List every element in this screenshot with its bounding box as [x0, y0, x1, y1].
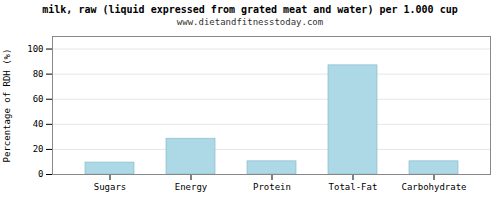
html-text:www.dietandfitnesstoday.com: www.dietandfitnesstoday.com — [176, 17, 324, 27]
svg-text:Sugars: Sugars — [94, 182, 127, 192]
svg-text:100: 100 — [27, 44, 43, 54]
html-text:milk, raw (liquid expressed fr: milk, raw (liquid expressed from grated … — [42, 4, 458, 15]
svg-text:Carbohydrate: Carbohydrate — [401, 182, 466, 192]
svg-text:80: 80 — [33, 69, 44, 79]
svg-text:60: 60 — [33, 94, 44, 104]
svg-text:Percentage of RDH (%): Percentage of RDH (%) — [2, 49, 12, 163]
svg-text:20: 20 — [33, 144, 44, 154]
svg-text:Total-Fat: Total-Fat — [329, 182, 378, 192]
svg-text:Energy: Energy — [175, 182, 208, 192]
svg-text:40: 40 — [33, 119, 44, 129]
svg-text:Protein: Protein — [253, 182, 291, 192]
svg-text:0: 0 — [38, 169, 43, 179]
